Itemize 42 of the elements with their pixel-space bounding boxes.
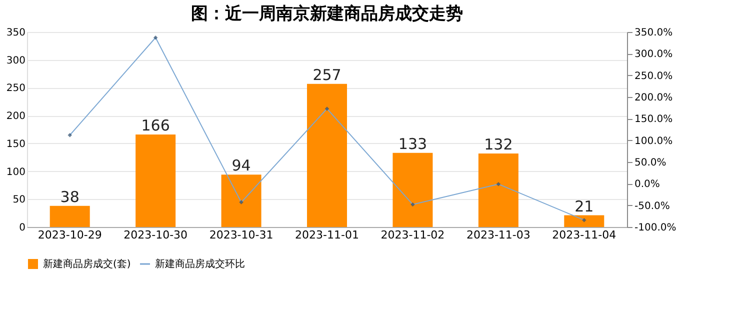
y2-tick-label: 50.0% bbox=[634, 158, 666, 168]
y2-tick-label: 100.0% bbox=[634, 136, 673, 147]
y-tick-label: 300 bbox=[6, 55, 26, 66]
y2-tick-label: -50.0% bbox=[634, 200, 670, 212]
y2-tick-label: 150.0% bbox=[634, 114, 673, 126]
y-tick-label: 100 bbox=[6, 166, 26, 178]
y-tick-label: 200 bbox=[6, 111, 26, 122]
bar bbox=[50, 206, 90, 227]
legend-label: 新建商品房成交(套) bbox=[43, 258, 131, 270]
chart-title: 图：近一周南京新建商品房成交走势 bbox=[191, 4, 463, 24]
bar bbox=[221, 174, 262, 227]
data-label: 94 bbox=[232, 156, 251, 175]
y2-tick-label: 300.0% bbox=[634, 49, 673, 60]
bar bbox=[564, 215, 604, 227]
y2-tick-label: 0.0% bbox=[634, 179, 660, 190]
y2-tick-label: -100.0% bbox=[634, 222, 676, 234]
y-tick-label: 350 bbox=[6, 28, 26, 38]
y2-tick-label: 250.0% bbox=[634, 70, 673, 82]
data-label: 133 bbox=[398, 134, 428, 153]
y-tick-label: 150 bbox=[6, 138, 26, 150]
bar bbox=[478, 153, 518, 227]
data-label: 257 bbox=[312, 66, 342, 84]
y2-tick-label: 350.0% bbox=[634, 28, 673, 38]
x-tick-label: 2023-11-01 bbox=[295, 228, 359, 242]
bar bbox=[307, 84, 347, 227]
data-label: 21 bbox=[574, 197, 594, 216]
bar bbox=[392, 152, 433, 227]
x-tick-label: 2023-10-30 bbox=[124, 228, 188, 242]
y-tick-label: 250 bbox=[6, 83, 26, 94]
legend-label: 新建商品房成交环比 bbox=[155, 258, 245, 270]
data-label: 132 bbox=[484, 135, 513, 154]
x-tick-label: 2023-10-29 bbox=[38, 228, 102, 242]
x-tick-label: 2023-10-31 bbox=[209, 228, 274, 242]
y-tick-label: 50 bbox=[12, 194, 26, 206]
y2-tick-label: 200.0% bbox=[634, 92, 673, 104]
y-tick-label: 0 bbox=[19, 222, 26, 234]
x-tick-label: 2023-11-04 bbox=[552, 228, 616, 242]
x-tick-label: 2023-11-02 bbox=[380, 228, 445, 242]
data-label: 38 bbox=[60, 188, 80, 206]
x-tick-label: 2023-11-03 bbox=[466, 228, 530, 242]
data-label: 166 bbox=[141, 116, 170, 135]
bar bbox=[136, 134, 176, 227]
